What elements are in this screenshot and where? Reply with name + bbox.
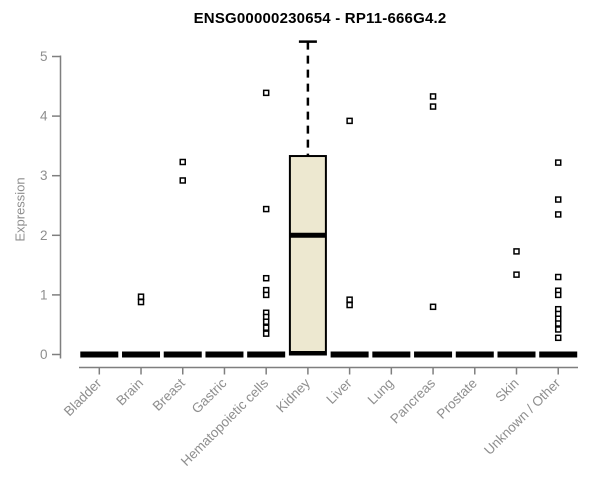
outlier-point-skin	[513, 271, 520, 278]
x-tick-label-lung: Lung	[365, 376, 397, 408]
chart-title: ENSG00000230654 - RP11-666G4.2	[193, 10, 447, 27]
x-tick-label-skin: Skin	[492, 376, 521, 405]
outlier-point-unknown-other	[554, 273, 562, 281]
outlier-point-breast	[179, 177, 186, 184]
y-tick-label: 0	[40, 347, 48, 362]
zero-bar-unknown-other	[539, 351, 578, 358]
outlier-point-unknown-other	[554, 326, 562, 333]
outlier-point-unknown-other	[554, 211, 562, 218]
zero-bar-prostate	[455, 351, 494, 358]
y-tick-label: 1	[40, 287, 48, 302]
zero-bar-breast	[163, 351, 202, 358]
outlier-point-pancreas	[429, 303, 437, 311]
box-kidney	[288, 155, 327, 356]
zero-bar-bladder	[80, 351, 119, 358]
outlier-point-hematopoietic-cells	[262, 274, 270, 282]
zero-bar-skin	[497, 351, 536, 358]
outlier-point-hematopoietic-cells	[262, 205, 270, 213]
outlier-point-unknown-other	[554, 320, 562, 327]
zero-bar-lung	[372, 351, 411, 358]
x-tick-label-liver: Liver	[323, 375, 355, 407]
zero-bar-brain	[122, 351, 161, 358]
outlier-point-hematopoietic-cells	[262, 324, 270, 331]
outlier-point-hematopoietic-cells	[262, 291, 270, 299]
outlier-point-hematopoietic-cells	[262, 89, 270, 97]
outlier-point-liver	[346, 301, 353, 309]
outlier-point-unknown-other	[554, 159, 562, 166]
zero-bar-gastric	[205, 351, 244, 358]
outlier-point-pancreas	[429, 93, 437, 100]
x-tick-label-pancreas: Pancreas	[387, 375, 438, 426]
outlier-point-liver	[346, 117, 353, 125]
zero-bar-pancreas	[414, 351, 453, 358]
outlier-point-liver	[346, 296, 353, 303]
outlier-point-skin	[513, 248, 520, 255]
x-tick-label-prostate: Prostate	[434, 376, 480, 422]
x-tick-label-brain: Brain	[113, 376, 146, 409]
outlier-point-unknown-other	[554, 291, 562, 299]
outlier-point-pancreas	[429, 103, 437, 110]
x-tick-label-bladder: Bladder	[61, 375, 105, 419]
outlier-point-brain	[137, 298, 145, 306]
zero-bar-liver	[330, 351, 369, 358]
outlier-point-hematopoietic-cells	[262, 330, 270, 337]
outlier-point-unknown-other	[554, 196, 562, 203]
y-tick-label: 2	[40, 228, 48, 243]
x-tick-label-unknown-other: Unknown / Other	[481, 375, 564, 458]
x-tick-label-breast: Breast	[150, 375, 188, 413]
y-tick-label: 3	[40, 168, 48, 183]
outlier-point-hematopoietic-cells	[262, 318, 270, 325]
y-tick-label: 5	[40, 49, 48, 64]
x-tick-label-gastric: Gastric	[189, 375, 230, 416]
outlier-point-brain	[137, 293, 145, 300]
y-tick-label: 4	[40, 109, 48, 124]
outlier-point-unknown-other	[554, 334, 562, 342]
zero-bar-hematopoietic-cells	[247, 351, 286, 358]
outlier-point-breast	[179, 158, 186, 166]
x-tick-label-kidney: Kidney	[273, 375, 313, 415]
